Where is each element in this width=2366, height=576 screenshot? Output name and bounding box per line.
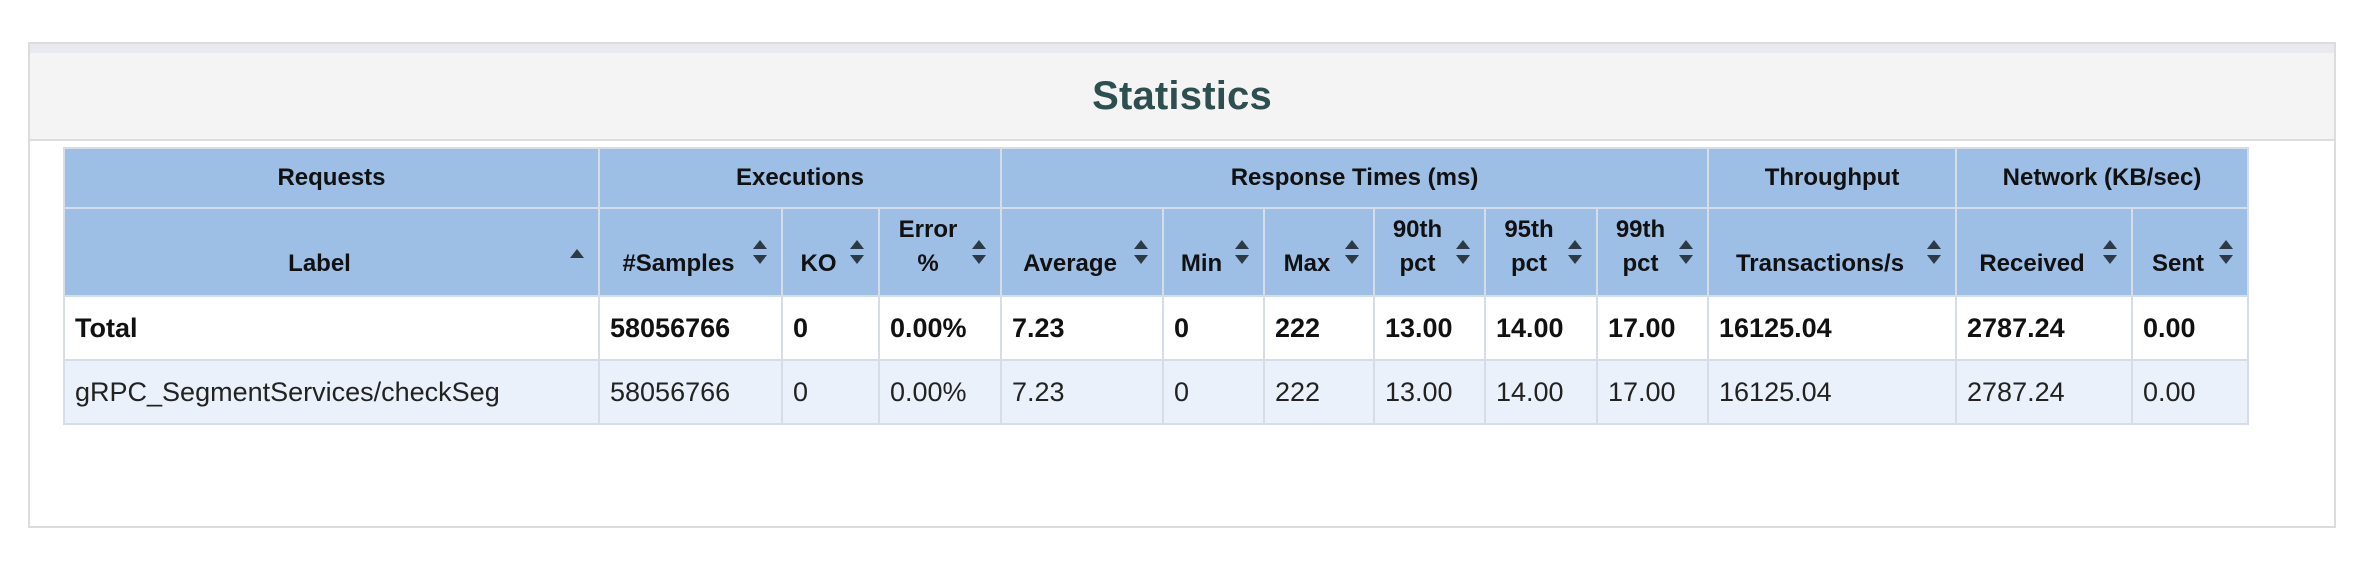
column-header-average[interactable]: Average <box>1000 207 1164 297</box>
table-cell: 13.00 <box>1373 295 1486 361</box>
table-cell: 2787.24 <box>1955 295 2134 361</box>
group-header-network: Network (KB/sec) <box>1955 147 2250 209</box>
table-cell: 0 <box>781 295 880 361</box>
sort-both-icon[interactable] <box>2219 240 2234 264</box>
column-header-label: Min <box>1180 250 1223 277</box>
total-row: Total 58056766 0 0.00% 7.23 0 222 13.00 14.00 17.… <box>63 295 2250 361</box>
statistics-table: Requests Executions Response Times (ms) … <box>63 147 2250 425</box>
sort-both-icon[interactable] <box>972 240 986 264</box>
sort-both-icon[interactable] <box>1134 240 1148 264</box>
column-header-label: Average <box>1023 250 1117 277</box>
column-header-label: Received <box>1979 250 2085 277</box>
table-cell: Total <box>63 295 600 361</box>
sort-both-icon[interactable] <box>1456 240 1470 264</box>
table-cell: 7.23 <box>1000 295 1164 361</box>
column-header-label: 90th pct <box>1392 216 1443 277</box>
column-header-90th-pct[interactable]: 90th pct <box>1373 207 1486 297</box>
table-cell: 0 <box>781 359 880 425</box>
panel-top-border <box>30 44 2334 53</box>
table-cell: 58056766 <box>598 359 783 425</box>
sort-both-icon[interactable] <box>850 240 864 264</box>
table-cell: 58056766 <box>598 295 783 361</box>
table-cell: 7.23 <box>1000 359 1164 425</box>
column-header-label: KO <box>800 250 837 277</box>
table-cell: 17.00 <box>1595 295 1710 361</box>
sort-both-icon[interactable] <box>1927 240 1942 264</box>
table-cell: 0.00% <box>878 295 1002 361</box>
column-header-95th-pct[interactable]: 95th pct <box>1484 207 1598 297</box>
column-header-label: Label <box>288 250 351 277</box>
table-cell: 14.00 <box>1484 359 1598 425</box>
column-header-label: Error % <box>898 216 958 277</box>
table-cell: 2787.24 <box>1955 359 2134 425</box>
group-header-throughput: Throughput <box>1707 147 1958 209</box>
column-header-label: Max <box>1283 250 1331 277</box>
table-cell: 16125.04 <box>1707 359 1958 425</box>
table-row: gRPC_SegmentServices/checkSeg 58056766 0 0.… <box>63 359 2250 425</box>
group-header-row: Requests Executions Response Times (ms) … <box>63 147 2250 209</box>
table-cell: 16125.04 <box>1707 295 1958 361</box>
table-cell: 13.00 <box>1373 359 1486 425</box>
panel-heading: Statistics <box>30 53 2334 141</box>
table-cell: 17.00 <box>1595 359 1710 425</box>
table-cell: 0 <box>1162 295 1265 361</box>
column-header-max[interactable]: Max <box>1263 207 1375 297</box>
sort-both-icon[interactable] <box>1345 240 1359 264</box>
column-header-label: Sent <box>2152 250 2205 277</box>
column-header-error[interactable]: Error % <box>878 207 1002 297</box>
sort-both-icon[interactable] <box>1235 240 1249 264</box>
column-header-label: Transactions/s <box>1735 250 1905 277</box>
sort-both-icon[interactable] <box>2103 240 2118 264</box>
column-header-ko[interactable]: KO <box>781 207 880 297</box>
column-header-sent[interactable]: Sent <box>2131 207 2250 297</box>
table-cell: 222 <box>1263 295 1375 361</box>
sort-both-icon[interactable] <box>753 240 767 264</box>
group-header-executions: Executions <box>598 147 1002 209</box>
table-cell: 0.00 <box>2131 295 2250 361</box>
column-header-min[interactable]: Min <box>1162 207 1265 297</box>
table-cell: 0.00% <box>878 359 1002 425</box>
column-header-transactions-s[interactable]: Transactions/s <box>1707 207 1958 297</box>
column-header-row: Label #Samples KO Error % Average Min Max 90th … <box>63 207 2250 297</box>
group-header-response-times: Response Times (ms) <box>999 147 1710 209</box>
sort-both-icon[interactable] <box>1679 240 1694 264</box>
table-cell: 14.00 <box>1484 295 1598 361</box>
table-cell: gRPC_SegmentServices/checkSeg <box>63 359 600 425</box>
panel-title: Statistics <box>1092 73 1272 118</box>
column-header-label[interactable]: Label <box>63 207 600 297</box>
group-header-requests: Requests <box>63 147 600 209</box>
table-cell: 0.00 <box>2131 359 2250 425</box>
table-body: Total 58056766 0 0.00% 7.23 0 222 13.00 14.00 17.… <box>63 295 2250 425</box>
sort-ascending-icon[interactable] <box>570 249 584 258</box>
table-cell: 0 <box>1162 359 1265 425</box>
column-header-label: #Samples <box>622 250 735 277</box>
column-header-samples[interactable]: #Samples <box>598 207 783 297</box>
column-header-received[interactable]: Received <box>1955 207 2134 297</box>
sort-both-icon[interactable] <box>1568 240 1582 264</box>
column-header-label: 99th pct <box>1615 216 1666 277</box>
column-header-99th-pct[interactable]: 99th pct <box>1595 207 1710 297</box>
column-header-label: 95th pct <box>1504 216 1554 277</box>
table-cell: 222 <box>1263 359 1375 425</box>
